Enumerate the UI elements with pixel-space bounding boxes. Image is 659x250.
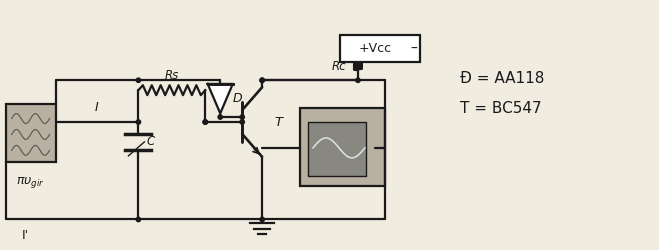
Circle shape (203, 120, 208, 124)
Circle shape (218, 115, 223, 119)
Text: D: D (232, 92, 242, 105)
Circle shape (136, 78, 140, 82)
Circle shape (260, 217, 264, 222)
Bar (308, 122, 366, 176)
Text: $\pi\upsilon_{gir}$: $\pi\upsilon_{gir}$ (16, 175, 45, 190)
Circle shape (240, 120, 244, 124)
Circle shape (260, 78, 264, 82)
Text: I: I (95, 101, 99, 114)
Text: –: – (411, 42, 417, 56)
Text: T = BC547: T = BC547 (460, 100, 541, 116)
Text: I': I' (22, 230, 29, 242)
Text: C: C (146, 136, 155, 148)
Text: +Vcc: +Vcc (358, 42, 391, 55)
Text: T: T (274, 116, 282, 128)
Text: Rc: Rc (331, 60, 346, 73)
Circle shape (136, 217, 140, 222)
Circle shape (240, 115, 244, 119)
Circle shape (356, 78, 360, 82)
Text: Rs: Rs (165, 69, 179, 82)
Circle shape (203, 120, 208, 124)
Polygon shape (208, 84, 233, 113)
Bar (6, 104, 55, 162)
Bar (340, 34, 420, 62)
Circle shape (260, 78, 264, 82)
Circle shape (136, 120, 140, 124)
Text: Ð = AA118: Ð = AA118 (460, 71, 544, 86)
Bar (300, 108, 385, 186)
